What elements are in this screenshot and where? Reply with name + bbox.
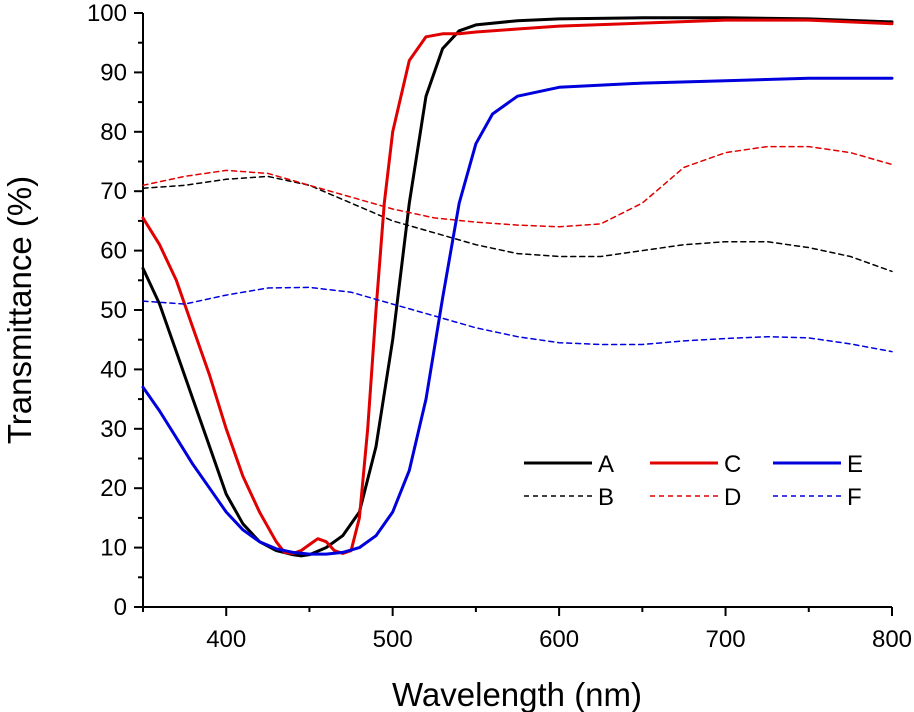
x-tick-label: 500	[373, 626, 413, 653]
y-tick-label: 80	[100, 119, 127, 146]
y-tick-label: 60	[100, 238, 127, 265]
series-line-f	[142, 286, 893, 353]
x-tick-label: 600	[539, 626, 579, 653]
legend-label-d: D	[724, 484, 741, 511]
legend-label-e: E	[847, 451, 863, 478]
y-tick-label: 50	[100, 297, 127, 324]
y-tick-label: 0	[114, 594, 127, 621]
x-tick-label: 400	[206, 626, 246, 653]
legend-label-c: C	[724, 451, 741, 478]
legend-label-b: B	[598, 484, 614, 511]
y-axis-label: Transmittance (%)	[1, 176, 38, 444]
y-tick-label: 100	[87, 0, 127, 27]
y-tick-label: 10	[100, 535, 127, 562]
series-line-a	[141, 16, 894, 558]
series-line-b	[142, 175, 893, 273]
x-tick-label: 700	[706, 626, 746, 653]
y-tick-label: 30	[100, 416, 127, 443]
x-axis-label: Wavelength (nm)	[392, 676, 642, 712]
legend-label-a: A	[598, 451, 614, 478]
x-tick-label: 800	[872, 626, 912, 653]
legend-label-f: F	[847, 484, 862, 511]
series-line-c	[141, 18, 894, 555]
series-line-d	[142, 145, 893, 228]
series-line-e	[141, 76, 894, 556]
y-tick-label: 90	[100, 59, 127, 86]
y-tick-label: 70	[100, 178, 127, 205]
y-tick-label: 40	[100, 356, 127, 383]
y-tick-label: 20	[100, 475, 127, 502]
